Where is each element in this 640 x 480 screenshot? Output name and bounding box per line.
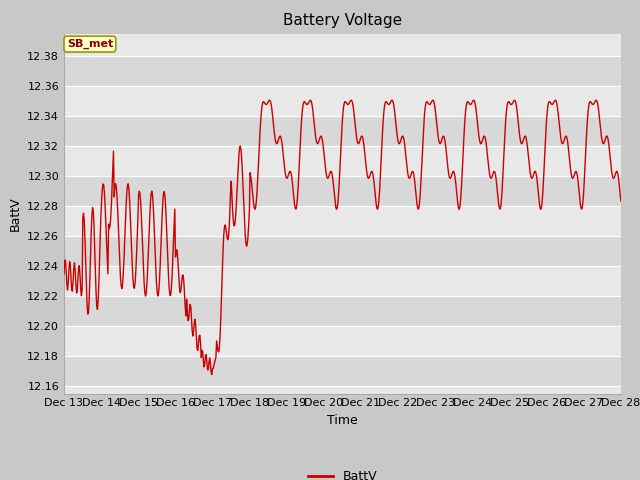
Bar: [64, 176, 621, 206]
Bar: [64, 356, 621, 386]
X-axis label: Time: Time: [327, 414, 358, 427]
Bar: [64, 116, 621, 146]
Text: SB_met: SB_met: [67, 39, 113, 49]
Bar: [64, 236, 621, 266]
Y-axis label: BattV: BattV: [8, 196, 22, 231]
Legend: BattV: BattV: [303, 465, 382, 480]
Bar: [64, 56, 621, 86]
Bar: [64, 296, 621, 326]
Title: Battery Voltage: Battery Voltage: [283, 13, 402, 28]
